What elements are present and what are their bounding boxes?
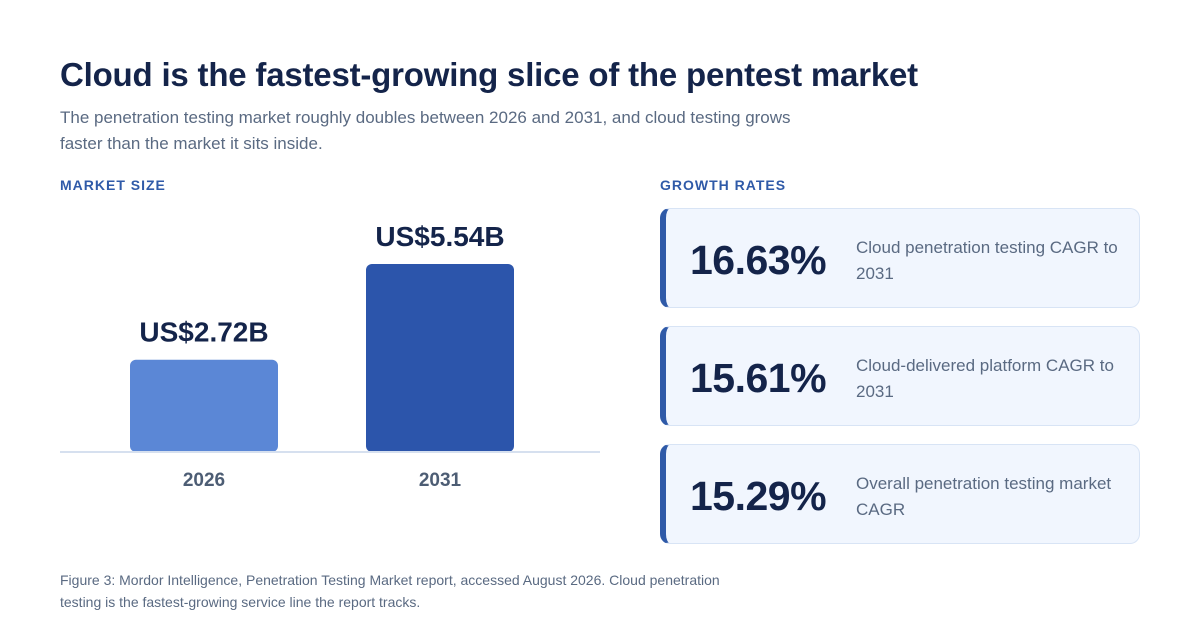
market-size-bar-chart: US$2.72B 2026 US$5.54B 2031 [60,221,600,491]
growth-card-cloud-pentest: 16.63% Cloud penetration testing CAGR to… [660,208,1140,308]
growth-card-value: 15.61% [690,355,827,401]
growth-rates-label: GROWTH RATES [660,177,787,193]
chart-title: Cloud is the fastest-growing slice of th… [60,56,918,93]
bar-value-label-2026: US$2.72B [139,317,268,348]
growth-card-value: 15.29% [690,473,827,519]
growth-card-cloud-platform: 15.61% Cloud-delivered platform CAGR to … [660,326,1140,426]
bar-2026 [130,359,278,452]
growth-card-overall-market: 15.29% Overall penetration testing marke… [660,444,1140,544]
bar-value-label-2031: US$5.54B [375,221,504,252]
bar-2031 [366,264,514,452]
chart-subtitle: The penetration testing market roughly d… [60,108,791,153]
figure-footnote: Figure 3: Mordor Intelligence, Penetrati… [60,572,720,610]
growth-card-description: Cloud penetration testing CAGR to 2031 [856,238,1118,283]
growth-card-description: Cloud-delivered platform CAGR to 2031 [856,356,1114,401]
market-size-label: MARKET SIZE [60,177,166,193]
growth-card-value: 16.63% [690,237,827,283]
x-tick-label-2031: 2031 [419,470,462,491]
x-tick-label-2026: 2026 [183,470,225,491]
growth-card-description: Overall penetration testing market CAGR [856,474,1112,519]
